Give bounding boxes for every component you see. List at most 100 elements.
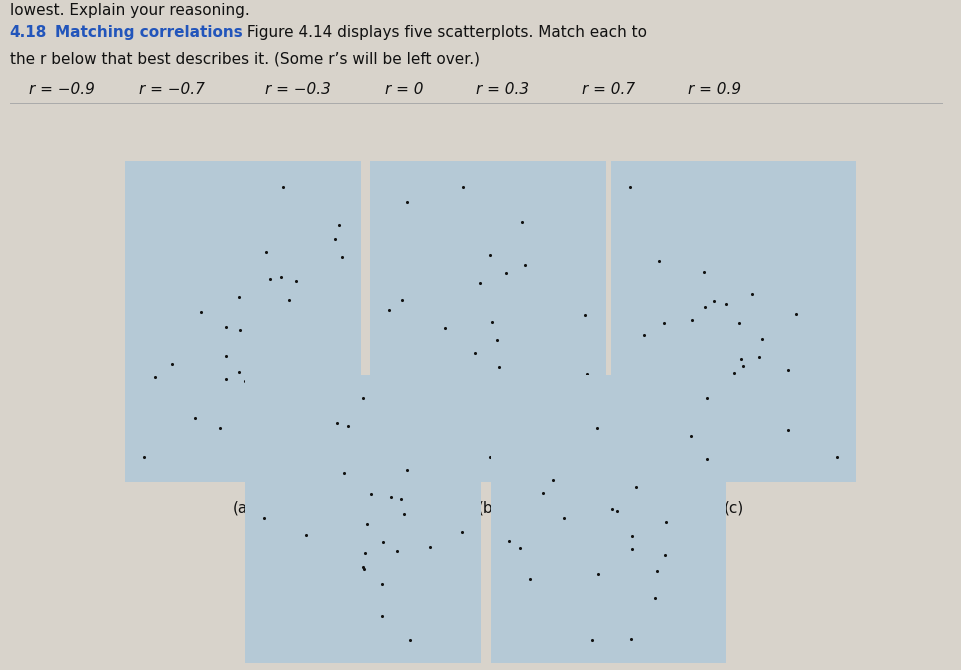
Point [511,543,527,553]
Text: r = −0.9: r = −0.9 [29,82,94,97]
Point [697,302,712,312]
Point [454,526,469,537]
Point [589,423,604,433]
Point [696,267,711,277]
Point [218,322,234,332]
Point [328,234,343,245]
Point [330,417,345,428]
Point [356,563,371,574]
Point [402,635,417,646]
Text: the r below that best describes it. (Some r’s will be left over.): the r below that best describes it. (Som… [10,52,480,66]
Point [579,369,594,379]
Point [706,295,722,306]
Point [505,408,521,419]
Point [399,464,414,475]
Text: 4.18: 4.18 [10,25,47,40]
Point [218,351,234,362]
Point [339,421,355,432]
Point [147,372,162,383]
Point [357,547,372,558]
Text: (a): (a) [233,500,253,515]
Point [545,474,560,485]
Point [382,492,398,502]
Point [187,413,203,424]
Point [683,315,699,326]
Point [651,256,666,267]
Point [555,513,571,523]
Point [744,288,759,299]
Point [359,519,375,529]
Point [699,454,714,464]
Point [657,549,673,560]
Point [683,431,699,442]
Point [396,509,411,520]
Point [753,334,769,344]
Point [232,291,247,302]
Point [232,324,247,335]
Point [502,535,517,546]
Point [522,574,537,584]
Point [498,267,513,278]
Point [622,181,637,192]
Point [273,271,288,282]
Point [623,634,638,645]
Point [516,259,531,270]
Point [655,318,671,328]
Point [399,197,414,208]
Point [394,295,409,306]
Point [604,503,619,514]
Point [333,252,349,263]
Point [467,348,482,358]
Point [779,425,795,436]
Text: r = 0.7: r = 0.7 [581,82,634,97]
Point [787,308,802,319]
Point [628,481,643,492]
Point [356,561,371,572]
Point [577,310,592,320]
Point [456,181,471,192]
Point [657,517,673,528]
Point [648,565,663,576]
Text: lowest. Explain your reasoning.: lowest. Explain your reasoning. [10,3,249,18]
Point [590,569,605,580]
Point [635,330,651,341]
Point [374,610,389,621]
Point [363,489,379,500]
Point [647,592,662,603]
Point [481,249,497,260]
Point [735,360,751,371]
Point [624,530,639,541]
Text: (c): (c) [723,500,743,515]
Point [375,537,390,547]
Point [730,318,746,328]
Point [232,366,247,377]
Point [259,247,274,257]
Point [164,358,180,369]
Point [751,351,766,362]
Point [624,544,639,555]
Text: r = 0.9: r = 0.9 [687,82,740,97]
Point [718,298,733,309]
Point [355,393,370,403]
Point [331,220,346,230]
Point [374,578,389,589]
Point [282,294,297,305]
Point [779,365,795,376]
Point [514,216,530,227]
Text: r = 0.3: r = 0.3 [476,82,529,97]
Text: Matching correlations: Matching correlations [55,25,242,40]
Point [491,361,506,372]
Point [483,316,499,327]
Point [540,377,555,388]
Point [732,353,748,364]
Point [388,545,404,556]
Text: (b): (b) [477,500,499,515]
Point [218,373,234,384]
Point [583,635,599,646]
Point [298,529,313,540]
Point [136,452,152,462]
Text: r = 0: r = 0 [384,82,423,97]
Point [212,423,228,433]
Point [236,376,252,387]
Point [193,306,209,317]
